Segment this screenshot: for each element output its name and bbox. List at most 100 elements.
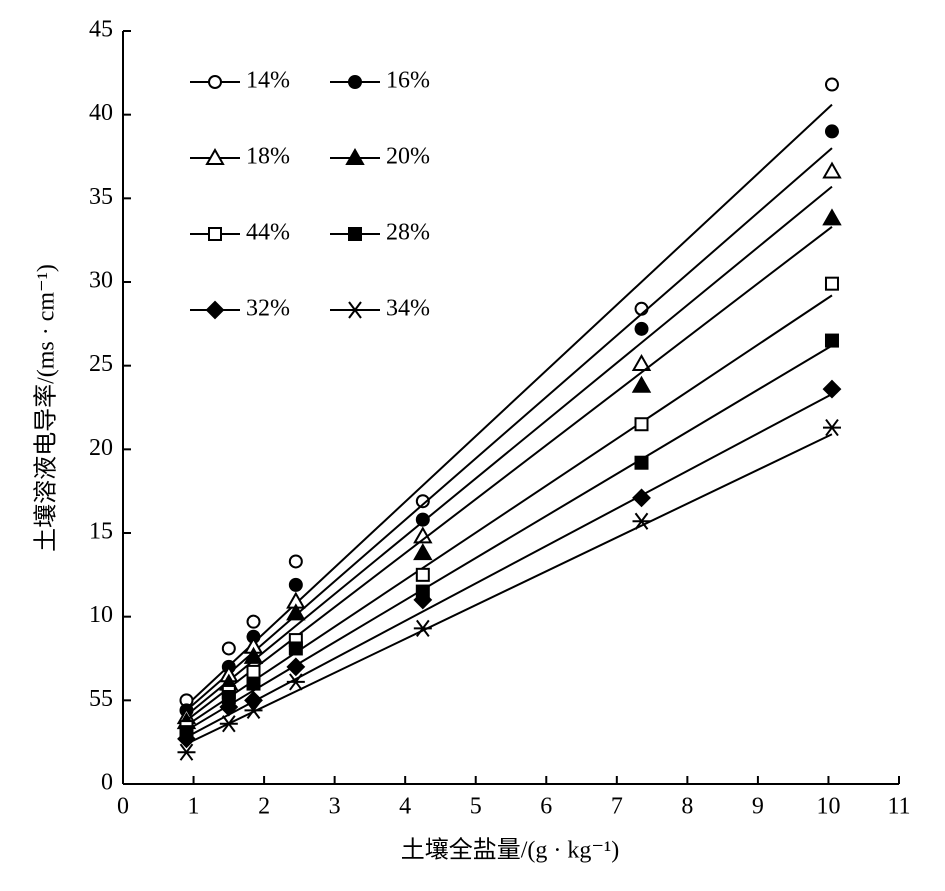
marker [413, 619, 432, 637]
marker [288, 554, 303, 569]
legend-label: 28% [386, 220, 430, 246]
y-tick-label: 0 [101, 770, 113, 796]
x-axis-label: 土壤全盐量/(g · kg⁻¹) [401, 837, 620, 864]
trend-line [186, 393, 833, 739]
marker [246, 676, 261, 691]
marker-shape [288, 577, 303, 592]
marker [822, 418, 841, 437]
marker [634, 455, 649, 470]
x-tick-label: 4 [399, 794, 411, 820]
marker [219, 697, 239, 717]
marker-shape [634, 321, 649, 336]
y-tick-label: 20 [89, 435, 113, 461]
marker [288, 641, 303, 656]
marker-shape [289, 673, 303, 691]
marker-shape [345, 147, 365, 165]
y-tick-label: 55 [89, 686, 113, 712]
legend-label: 32% [246, 296, 290, 322]
marker-shape [286, 657, 306, 677]
marker-shape [631, 375, 652, 393]
marker [286, 603, 306, 621]
marker-shape [415, 512, 430, 527]
x-tick-label: 10 [816, 794, 840, 820]
marker-shape [632, 488, 651, 508]
marker-shape [413, 543, 433, 561]
trend-line [185, 294, 833, 727]
marker [286, 673, 305, 691]
x-tick-label: 1 [188, 794, 200, 820]
marker-shape [631, 353, 652, 371]
marker [824, 77, 839, 92]
marker [346, 301, 364, 319]
marker [415, 494, 430, 509]
marker [208, 227, 222, 241]
marker-shape [415, 567, 430, 582]
marker-shape [208, 75, 222, 89]
marker-shape [348, 301, 362, 319]
x-tick-label: 11 [887, 794, 910, 820]
x-tick-label: 3 [329, 794, 341, 820]
marker-shape [413, 526, 433, 544]
x-tick-label: 7 [611, 794, 623, 820]
marker [177, 743, 196, 761]
marker [822, 379, 842, 399]
y-tick-label: 40 [89, 100, 113, 126]
marker [221, 641, 236, 656]
marker [634, 417, 649, 432]
marker [286, 657, 306, 677]
marker-shape [219, 697, 239, 717]
x-tick-label: 0 [117, 794, 129, 820]
trend-line [186, 433, 833, 745]
marker [246, 664, 261, 679]
marker-shape [205, 147, 225, 165]
marker-shape [246, 676, 261, 691]
y-tick-label: 25 [89, 351, 113, 377]
marker [413, 526, 433, 544]
legend-label: 34% [386, 296, 430, 322]
marker-shape [634, 417, 649, 432]
marker-shape [286, 603, 306, 621]
y-tick-label: 35 [89, 184, 113, 210]
marker [822, 208, 842, 226]
marker [205, 300, 225, 320]
marker [631, 353, 652, 371]
marker [415, 512, 430, 527]
marker-shape [179, 743, 194, 761]
marker-shape [413, 590, 433, 610]
marker [219, 715, 238, 733]
trend-line [185, 185, 833, 717]
marker-shape [822, 379, 842, 399]
marker-shape [634, 512, 649, 530]
legend-label: 44% [246, 220, 290, 246]
marker [244, 701, 263, 719]
marker [824, 276, 839, 291]
marker [205, 147, 225, 165]
x-tick-label: 5 [470, 794, 482, 820]
marker-shape [243, 646, 264, 664]
marker [632, 488, 651, 508]
x-tick-label: 6 [540, 794, 552, 820]
marker-shape [825, 418, 839, 437]
marker [822, 161, 842, 179]
marker [413, 590, 433, 610]
y-axis-label: 土壤溶液电导率/(ms · cm⁻¹) [33, 264, 60, 552]
marker-shape [824, 77, 839, 92]
marker-shape [348, 75, 362, 89]
marker-shape [416, 619, 430, 637]
legend-label: 18% [246, 144, 290, 170]
marker-shape [208, 227, 222, 241]
marker [348, 227, 362, 241]
marker-shape [205, 300, 225, 320]
marker [348, 75, 362, 89]
marker-shape [246, 664, 261, 679]
marker-shape [246, 701, 261, 719]
marker-shape [824, 276, 839, 291]
marker-shape [222, 715, 236, 733]
marker-shape [246, 614, 261, 629]
y-tick-label: 30 [89, 268, 113, 294]
y-tick-label: 10 [89, 602, 113, 628]
marker-shape [288, 641, 303, 656]
trend-line [185, 344, 833, 732]
y-tick-label: 15 [89, 519, 113, 545]
